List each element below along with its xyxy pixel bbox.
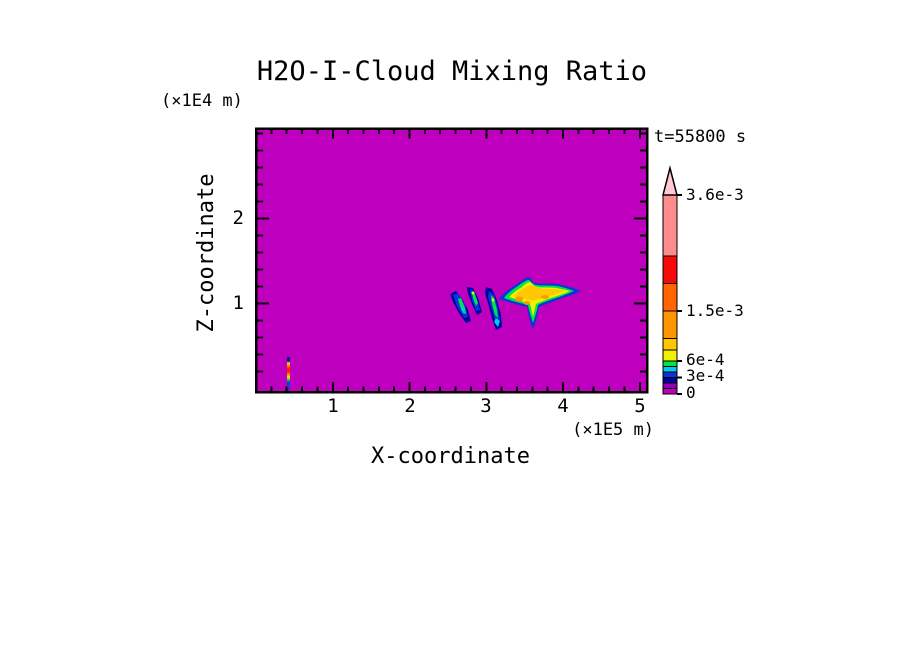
cloud-orange-spot: [515, 296, 523, 302]
colorbar-segment: [662, 387, 678, 395]
x-axis-unit: (×1E5 m): [572, 420, 654, 440]
x-axis-label: X-coordinate: [371, 444, 530, 469]
cloud-gold-core: [514, 285, 564, 301]
colorbar: [662, 194, 682, 395]
x-tick-label-5: 5: [634, 395, 646, 417]
streak-c-yellow-dot: [491, 298, 495, 302]
colorbar-segment: [662, 282, 678, 312]
colorbar-segment: [662, 360, 678, 367]
chart-title: H2O-I-Cloud Mixing Ratio: [256, 56, 648, 87]
colorbar-segment: [662, 255, 678, 284]
colorbar-segment: [662, 349, 678, 362]
colorbar-label-3e-4: 3e-4: [686, 366, 725, 385]
colorbar-segment: [662, 376, 678, 384]
colorbar-segment: [662, 338, 678, 351]
field-background: [256, 128, 647, 392]
x-tick-label-4: 4: [557, 395, 569, 417]
colorbar-segment: [662, 365, 678, 373]
main-cloud-shape: [499, 277, 581, 329]
colorbar-label-1.5e-3: 1.5e-3: [686, 301, 744, 320]
streak-b-yellow-dot: [471, 291, 475, 295]
colorbar-label-3.6e-3: 3.6e-3: [686, 185, 744, 204]
plot-frame: [254, 127, 649, 394]
colorbar-label-6e-4: 6e-4: [686, 350, 725, 369]
x-tick-label-1: 1: [327, 395, 339, 417]
z-axis-unit: (×1E4 m): [161, 91, 243, 111]
x-axis-ticks: [270, 128, 641, 392]
z-tick-label-1: 1: [232, 292, 244, 314]
streak-b-green: [472, 292, 478, 306]
surface-plume-shape: [287, 357, 290, 392]
colorbar-segment: [662, 194, 678, 257]
time-stamp-label: t=55800 s: [654, 127, 747, 147]
colorbar-segment: [662, 371, 678, 378]
colorbar-overflow-arrow: [662, 165, 678, 196]
z-tick-label-2: 2: [232, 207, 244, 229]
colorbar-label-0: 0: [686, 383, 696, 402]
cloud-orange-spot: [541, 295, 549, 299]
streak-a-cyan-dot: [461, 307, 465, 311]
z-axis-ticks: [256, 132, 647, 373]
colorbar-segment: [662, 382, 678, 389]
colorbar-segment: [662, 310, 678, 340]
x-tick-label-3: 3: [480, 395, 492, 417]
cloud-orange-spot: [524, 301, 530, 305]
precip-streaks-shape: [450, 287, 502, 330]
streak-c-cyan: [494, 318, 500, 327]
x-tick-label-2: 2: [404, 395, 416, 417]
